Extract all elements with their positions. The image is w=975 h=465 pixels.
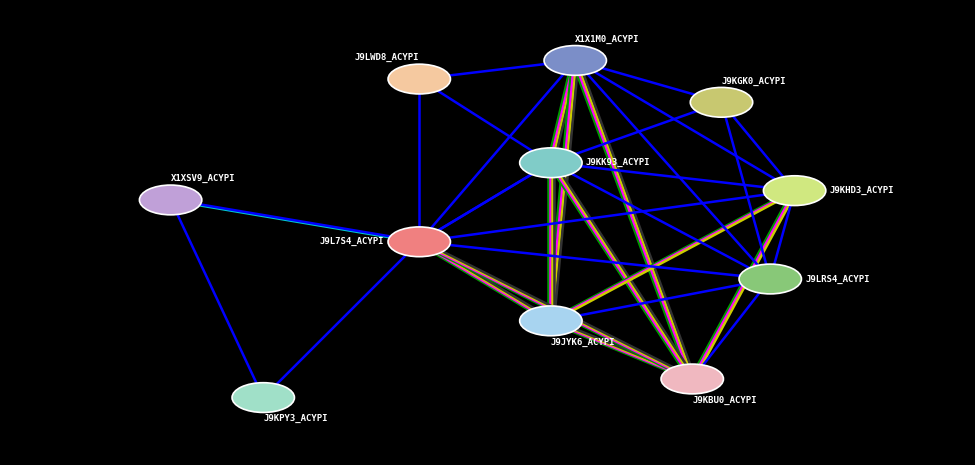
Text: J9JYK6_ACYPI: J9JYK6_ACYPI — [551, 338, 615, 347]
Circle shape — [520, 306, 582, 336]
Text: X1XSV9_ACYPI: X1XSV9_ACYPI — [171, 174, 235, 183]
Text: J9L7S4_ACYPI: J9L7S4_ACYPI — [320, 237, 384, 246]
Text: X1X1M0_ACYPI: X1X1M0_ACYPI — [575, 34, 640, 44]
Text: J9KK93_ACYPI: J9KK93_ACYPI — [586, 158, 650, 167]
Circle shape — [232, 383, 294, 412]
Text: J9KGK0_ACYPI: J9KGK0_ACYPI — [722, 76, 786, 86]
Circle shape — [544, 46, 606, 75]
Circle shape — [139, 185, 202, 215]
Text: J9KHD3_ACYPI: J9KHD3_ACYPI — [830, 186, 894, 195]
Circle shape — [739, 264, 801, 294]
Text: J9LWD8_ACYPI: J9LWD8_ACYPI — [355, 53, 419, 62]
Circle shape — [520, 148, 582, 178]
Circle shape — [388, 64, 450, 94]
Circle shape — [388, 227, 450, 257]
Text: J9LRS4_ACYPI: J9LRS4_ACYPI — [805, 274, 870, 284]
Text: J9KBU0_ACYPI: J9KBU0_ACYPI — [692, 396, 757, 405]
Text: J9KPY3_ACYPI: J9KPY3_ACYPI — [263, 414, 328, 424]
Circle shape — [690, 87, 753, 117]
Circle shape — [661, 364, 723, 394]
Circle shape — [763, 176, 826, 206]
